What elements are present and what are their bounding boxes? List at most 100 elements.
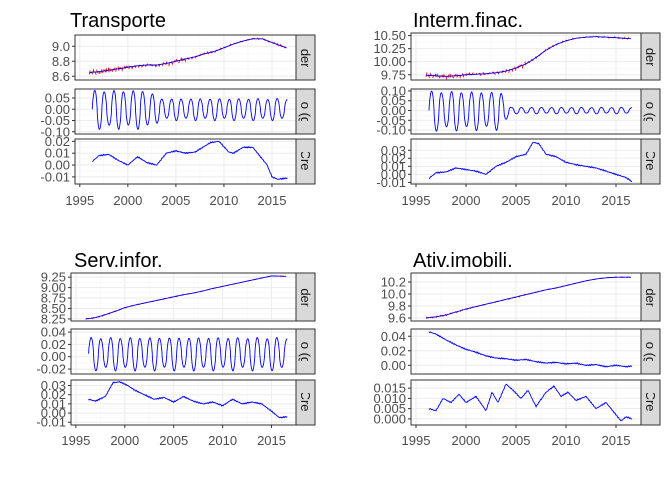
facet-strip bbox=[640, 272, 661, 322]
y-tick-label: 0.02 bbox=[41, 337, 66, 352]
panel-background bbox=[411, 33, 641, 80]
y-tick-label: 0.04 bbox=[381, 329, 406, 344]
panel-background bbox=[75, 35, 296, 80]
y-tick-label: 0.05 bbox=[45, 91, 70, 106]
facet-strip-label: Ciclo (gap) bbox=[643, 320, 658, 383]
y-tick-label: 0.00 bbox=[41, 406, 66, 421]
y-tick-label: 0.02 bbox=[45, 134, 70, 149]
y-tick-label: 0.02 bbox=[381, 343, 406, 358]
y-tick-label: -0.02 bbox=[36, 362, 66, 377]
x-tick-label: 2010 bbox=[209, 193, 238, 208]
x-tick-label: 2000 bbox=[452, 433, 481, 448]
y-tick-label: 9.00 bbox=[41, 280, 66, 295]
y-tick-label: 0.00 bbox=[41, 349, 66, 364]
y-tick-label: 9.8 bbox=[388, 299, 406, 314]
facet-strip-label: Tendencia bbox=[643, 27, 658, 87]
x-tick-label: 2015 bbox=[258, 193, 287, 208]
facet-strip bbox=[295, 272, 316, 322]
y-tick-label: 0.02 bbox=[381, 151, 406, 166]
y-tick-label: 0.04 bbox=[41, 325, 66, 340]
y-tick-label: 0.00 bbox=[45, 102, 70, 117]
panel-background bbox=[411, 380, 641, 425]
facet-strip bbox=[295, 379, 316, 426]
y-tick-label: -0.05 bbox=[376, 113, 406, 128]
facet-strip-label: Taxa de Crescimento bbox=[643, 100, 658, 222]
x-tick-label: 2010 bbox=[552, 193, 581, 208]
y-tick-label: 9.0 bbox=[52, 39, 70, 54]
chart-title: Ativ.imobili. bbox=[413, 250, 513, 272]
y-tick-label: -0.01 bbox=[36, 415, 66, 430]
x-tick-label: 2005 bbox=[502, 193, 531, 208]
facet-strip bbox=[295, 34, 316, 81]
x-tick-label: 2000 bbox=[113, 193, 142, 208]
series-line-model bbox=[425, 276, 631, 319]
y-tick-label: -0.01 bbox=[376, 175, 406, 190]
y-tick-label: 0.03 bbox=[381, 143, 406, 158]
x-tick-label: 2015 bbox=[602, 193, 631, 208]
x-tick-label: 2005 bbox=[161, 193, 190, 208]
series-line-model bbox=[89, 38, 287, 73]
y-tick-label: 0.01 bbox=[41, 396, 66, 411]
facet-strip-label: Tendencia bbox=[643, 267, 658, 327]
facet-strip-label: Tendencia bbox=[298, 28, 313, 88]
chart-title: Transporte bbox=[70, 10, 166, 32]
chart-title: Serv.infor. bbox=[74, 250, 163, 272]
y-tick-label: 8.25 bbox=[41, 311, 66, 326]
panel-background bbox=[71, 380, 296, 425]
facet-strip-label: Taxa de Crescimento bbox=[298, 341, 313, 463]
facet-strip-label: Ciclo (gap) bbox=[298, 80, 313, 143]
y-tick-label: 9.75 bbox=[381, 67, 406, 82]
y-tick-label: 0.02 bbox=[41, 387, 66, 402]
series-line-model bbox=[428, 141, 633, 182]
facet-panel: 0.030.020.010.00-0.01 Taxa de Crescimento bbox=[376, 100, 661, 222]
x-tick-label: 2015 bbox=[257, 433, 286, 448]
y-tick-label: 8.50 bbox=[41, 301, 66, 316]
facet-strip-label: Taxa de Crescimento bbox=[643, 341, 658, 463]
series-line-model bbox=[428, 90, 633, 132]
y-tick-label: -0.10 bbox=[376, 123, 406, 138]
series-line-model bbox=[428, 331, 633, 368]
series-line-model bbox=[88, 381, 288, 419]
x-tick-label: 2010 bbox=[208, 433, 237, 448]
x-tick-label: 2005 bbox=[502, 433, 531, 448]
series-line-model bbox=[91, 90, 288, 130]
y-tick-label: 10.25 bbox=[373, 41, 406, 56]
x-tick-label: 2000 bbox=[452, 193, 481, 208]
y-tick-label: 0.01 bbox=[381, 159, 406, 174]
y-tick-label: 10.00 bbox=[373, 54, 406, 69]
panel-background bbox=[71, 273, 296, 321]
facet-panel: 0.100.050.00-0.05-0.10 Ciclo (gap) bbox=[376, 83, 661, 138]
facet-panel: 8.68.89.0 Tendencia bbox=[52, 28, 316, 88]
panel-background bbox=[75, 89, 296, 134]
facet-panel: 0.050.00-0.05-0.10 Ciclo (gap) bbox=[40, 80, 316, 143]
y-tick-label: 0.00 bbox=[381, 358, 406, 373]
facet-panel: 0.030.020.010.00-0.01 Taxa de Crescimento bbox=[36, 341, 316, 463]
y-tick-label: 0.005 bbox=[373, 401, 406, 416]
y-tick-label: -0.01 bbox=[40, 169, 70, 184]
facet-strip bbox=[295, 138, 316, 185]
chart-ativ-imobili: Ativ.imobili.10.210.09.89.6 Tendencia0.04… bbox=[373, 250, 661, 463]
chart-serv-infor: Serv.infor. 9.259.008.758.508.25 Tendencia… bbox=[36, 250, 316, 463]
x-tick-label: 2005 bbox=[159, 433, 188, 448]
x-tick-label: 2010 bbox=[552, 433, 581, 448]
y-tick-label: 8.75 bbox=[41, 291, 66, 306]
facet-strip-label: Taxa de Crescimento bbox=[298, 100, 313, 222]
series-line-model bbox=[426, 36, 631, 77]
series-line-model bbox=[85, 275, 287, 320]
panel-background bbox=[411, 139, 641, 184]
y-tick-label: 8.8 bbox=[52, 54, 70, 69]
facet-strip-label: Tendencia bbox=[298, 267, 313, 327]
panel-background bbox=[411, 273, 641, 321]
y-tick-label: 8.6 bbox=[52, 69, 70, 84]
facet-panel: 0.040.020.00 Ciclo (gap) bbox=[381, 320, 661, 383]
x-tick-label: 1995 bbox=[402, 433, 431, 448]
y-tick-label: 9.25 bbox=[41, 270, 66, 285]
facet-panel: 9.259.008.758.508.25 Tendencia bbox=[41, 267, 316, 327]
y-tick-label: 0.000 bbox=[373, 411, 406, 426]
y-tick-label: 0.05 bbox=[381, 93, 406, 108]
y-tick-label: 10.2 bbox=[381, 275, 406, 290]
facet-panel: 0.020.010.00-0.01 Taxa de Crescimento bbox=[40, 100, 316, 222]
